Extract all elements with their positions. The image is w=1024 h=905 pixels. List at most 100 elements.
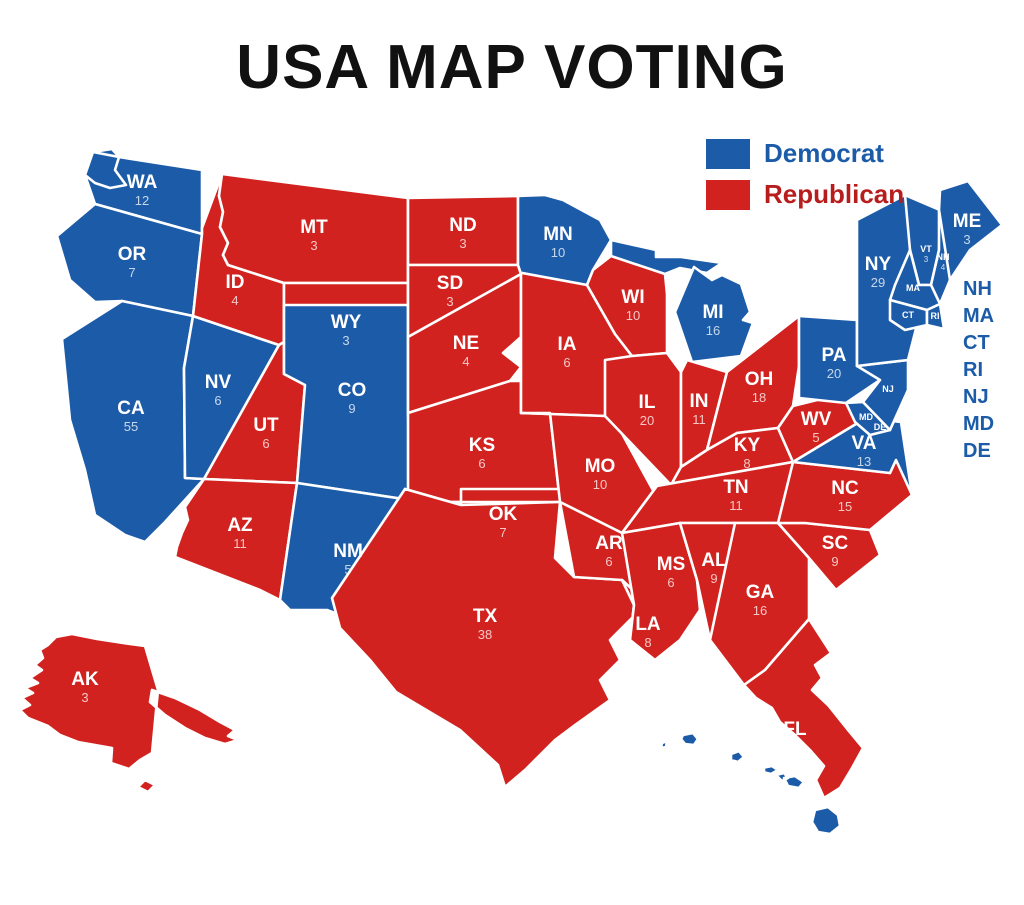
svg-text:6: 6	[667, 575, 674, 590]
svg-text:5: 5	[812, 430, 819, 445]
svg-text:TX: TX	[473, 606, 498, 627]
svg-text:6: 6	[605, 554, 612, 569]
svg-text:VA: VA	[852, 433, 877, 454]
svg-text:WA: WA	[127, 172, 158, 193]
svg-text:WV: WV	[801, 409, 832, 430]
svg-text:29: 29	[788, 740, 802, 755]
svg-text:20: 20	[640, 413, 654, 428]
svg-text:WY: WY	[331, 312, 362, 333]
svg-text:10: 10	[593, 477, 607, 492]
svg-text:IA: IA	[558, 334, 577, 355]
svg-text:TN: TN	[723, 477, 748, 498]
svg-text:55: 55	[124, 419, 138, 434]
svg-text:12: 12	[135, 193, 149, 208]
svg-text:AZ: AZ	[227, 515, 253, 536]
svg-text:HI: HI	[748, 765, 767, 786]
svg-text:9: 9	[831, 554, 838, 569]
svg-text:VT: VT	[920, 244, 932, 254]
svg-text:10: 10	[551, 245, 565, 260]
svg-text:NV: NV	[205, 372, 232, 393]
svg-text:WI: WI	[621, 287, 644, 308]
svg-text:KS: KS	[469, 435, 495, 456]
svg-text:15: 15	[838, 499, 852, 514]
svg-text:NY: NY	[865, 254, 892, 275]
svg-text:3: 3	[459, 236, 466, 251]
svg-text:UT: UT	[253, 415, 279, 436]
svg-text:NC: NC	[831, 478, 859, 499]
svg-text:3: 3	[446, 294, 453, 309]
svg-text:MS: MS	[657, 554, 686, 575]
svg-text:3: 3	[924, 255, 929, 264]
svg-text:AL: AL	[701, 550, 727, 571]
svg-text:RI: RI	[931, 311, 940, 321]
svg-text:11: 11	[692, 412, 706, 427]
svg-text:NH: NH	[963, 278, 992, 300]
svg-text:LA: LA	[635, 614, 661, 635]
svg-text:GA: GA	[746, 582, 775, 603]
svg-text:MD: MD	[859, 412, 873, 422]
svg-text:ME: ME	[953, 211, 982, 232]
svg-text:10: 10	[626, 308, 640, 323]
svg-text:20: 20	[827, 366, 841, 381]
svg-text:3: 3	[310, 238, 317, 253]
svg-text:MA: MA	[906, 283, 920, 293]
svg-text:AR: AR	[595, 533, 623, 554]
svg-text:RI: RI	[963, 359, 983, 381]
svg-text:18: 18	[752, 390, 766, 405]
svg-text:3: 3	[342, 333, 349, 348]
svg-text:MN: MN	[543, 224, 573, 245]
svg-text:OH: OH	[745, 369, 774, 390]
svg-text:CT: CT	[902, 310, 914, 320]
svg-text:FL: FL	[783, 719, 807, 740]
svg-text:29: 29	[871, 275, 885, 290]
svg-text:7: 7	[499, 525, 506, 540]
svg-text:CA: CA	[117, 398, 145, 419]
svg-text:8: 8	[644, 635, 651, 650]
svg-text:6: 6	[478, 456, 485, 471]
svg-text:3: 3	[81, 690, 88, 705]
svg-text:8: 8	[743, 456, 750, 471]
svg-text:7: 7	[128, 265, 135, 280]
svg-text:13: 13	[857, 454, 871, 469]
svg-text:38: 38	[478, 627, 492, 642]
svg-text:ND: ND	[449, 215, 476, 236]
svg-text:NJ: NJ	[882, 384, 894, 394]
svg-text:PA: PA	[822, 345, 847, 366]
svg-text:DE: DE	[874, 422, 887, 432]
svg-text:4: 4	[941, 263, 946, 272]
svg-text:DE: DE	[963, 440, 991, 462]
svg-text:IN: IN	[690, 391, 709, 412]
svg-text:SD: SD	[437, 273, 463, 294]
svg-text:SC: SC	[822, 533, 849, 554]
svg-text:OR: OR	[118, 244, 147, 265]
svg-text:5: 5	[344, 562, 351, 577]
svg-text:IL: IL	[639, 392, 656, 413]
svg-text:OK: OK	[489, 504, 518, 525]
svg-text:9: 9	[710, 571, 717, 586]
svg-text:CT: CT	[963, 332, 990, 354]
svg-text:11: 11	[233, 536, 247, 551]
svg-text:3: 3	[963, 232, 970, 247]
svg-text:NE: NE	[453, 333, 479, 354]
svg-text:NJ: NJ	[963, 386, 989, 408]
svg-text:11: 11	[729, 498, 743, 513]
svg-text:NM: NM	[333, 541, 363, 562]
svg-text:AK: AK	[71, 669, 99, 690]
svg-text:9: 9	[348, 401, 355, 416]
svg-text:4: 4	[231, 293, 238, 308]
svg-text:MI: MI	[702, 302, 723, 323]
svg-text:MT: MT	[300, 217, 328, 238]
svg-text:MA: MA	[963, 305, 994, 327]
svg-text:6: 6	[563, 355, 570, 370]
svg-text:4: 4	[462, 354, 469, 369]
svg-text:MO: MO	[585, 456, 616, 477]
svg-text:6: 6	[262, 436, 269, 451]
svg-text:16: 16	[706, 323, 720, 338]
svg-text:ID: ID	[226, 272, 245, 293]
svg-text:KY: KY	[734, 435, 761, 456]
svg-text:MD: MD	[963, 413, 994, 435]
svg-text:16: 16	[753, 603, 767, 618]
svg-text:NH: NH	[937, 252, 950, 262]
svg-text:CO: CO	[338, 380, 367, 401]
svg-text:6: 6	[214, 393, 221, 408]
